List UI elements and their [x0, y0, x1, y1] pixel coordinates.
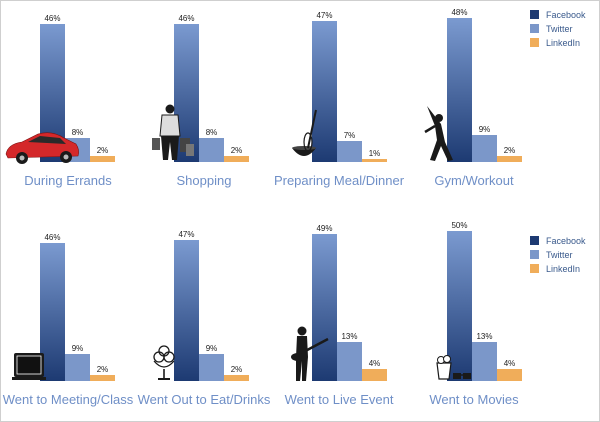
legend-label-facebook: Facebook [546, 236, 586, 246]
value-label-twitter: 9% [479, 125, 491, 134]
value-label-linkedin: 2% [231, 365, 243, 374]
legend-swatch-facebook [530, 236, 539, 245]
legend-swatch-twitter [530, 24, 539, 33]
value-label-facebook: 46% [178, 14, 194, 23]
value-label-linkedin: 4% [369, 359, 381, 368]
category-label: Shopping [177, 173, 232, 188]
value-label-facebook: 46% [44, 14, 60, 23]
value-label-facebook: 47% [316, 11, 332, 20]
bar-linkedin [90, 375, 115, 381]
icons-layer [5, 104, 471, 381]
bar-twitter [199, 354, 224, 381]
value-label-facebook: 50% [451, 221, 467, 230]
bar-facebook [312, 234, 337, 381]
value-label-linkedin: 1% [369, 149, 381, 158]
bar-linkedin [362, 369, 387, 381]
value-label-twitter: 8% [72, 128, 84, 137]
bar-facebook [40, 243, 65, 381]
legend-label-linkedin: LinkedIn [546, 264, 580, 274]
ice-cream-sundae-icon [153, 345, 175, 380]
value-label-twitter: 9% [72, 344, 84, 353]
bar-facebook [174, 240, 199, 381]
value-label-linkedin: 2% [97, 365, 109, 374]
category-label: Went to Movies [429, 392, 519, 407]
bar-linkedin [362, 159, 387, 162]
value-label-twitter: 7% [344, 131, 356, 140]
category-label: During Errands [24, 173, 112, 188]
mixing-bowl-icon [292, 109, 317, 156]
bar-twitter [199, 138, 224, 162]
bar-twitter [65, 354, 90, 381]
legend-swatch-facebook [530, 10, 539, 19]
bars-layer [40, 18, 522, 381]
category-label: Went to Live Event [285, 392, 394, 407]
value-label-twitter: 9% [206, 344, 218, 353]
bar-linkedin [224, 156, 249, 162]
value-label-twitter: 8% [206, 128, 218, 137]
value-label-facebook: 48% [451, 8, 467, 17]
shopper-icon [152, 104, 194, 160]
bar-linkedin [497, 156, 522, 162]
value-label-linkedin: 2% [97, 146, 109, 155]
bar-linkedin [224, 375, 249, 381]
bar-linkedin [497, 369, 522, 381]
chalkboard-icon [12, 353, 46, 380]
value-label-linkedin: 4% [504, 359, 516, 368]
value-label-facebook: 47% [178, 230, 194, 239]
value-label-twitter: 13% [341, 332, 357, 341]
bar-linkedin [90, 156, 115, 162]
workout-icon [424, 106, 453, 161]
value-label-facebook: 49% [316, 224, 332, 233]
labels-layer: 46% 8% 2% During Errands 46% 8% 2% Shopping 47% 7… [3, 8, 519, 407]
bar-twitter [472, 135, 497, 162]
bar-facebook [447, 18, 472, 162]
bar-facebook [312, 21, 337, 162]
category-label: Gym/Workout [434, 173, 514, 188]
legend-top-right: Facebook Twitter LinkedIn [530, 10, 586, 48]
value-label-twitter: 13% [476, 332, 492, 341]
bar-facebook [447, 231, 472, 381]
category-label: Preparing Meal/Dinner [274, 173, 405, 188]
legend-label-linkedin: LinkedIn [546, 38, 580, 48]
category-label: Went to Meeting/Class [3, 392, 134, 407]
value-label-linkedin: 2% [504, 146, 516, 155]
popcorn-3d-glasses-icon [436, 355, 471, 380]
bar-twitter [337, 342, 362, 381]
value-label-linkedin: 2% [231, 146, 243, 155]
legend-layer: Facebook Twitter LinkedIn Facebook Twitter Li… [530, 10, 586, 274]
legend-swatch-linkedin [530, 38, 539, 47]
value-label-facebook: 46% [44, 233, 60, 242]
legend-swatch-linkedin [530, 264, 539, 273]
legend-label-twitter: Twitter [546, 24, 573, 34]
bar-twitter [337, 141, 362, 162]
legend-label-facebook: Facebook [546, 10, 586, 20]
legend-bottom-right: Facebook Twitter LinkedIn [530, 236, 586, 274]
legend-swatch-twitter [530, 250, 539, 259]
car-icon [5, 132, 79, 164]
category-label: Went Out to Eat/Drinks [138, 392, 271, 407]
bar-twitter [472, 342, 497, 381]
guitarist-icon [291, 326, 329, 381]
legend-label-twitter: Twitter [546, 250, 573, 260]
